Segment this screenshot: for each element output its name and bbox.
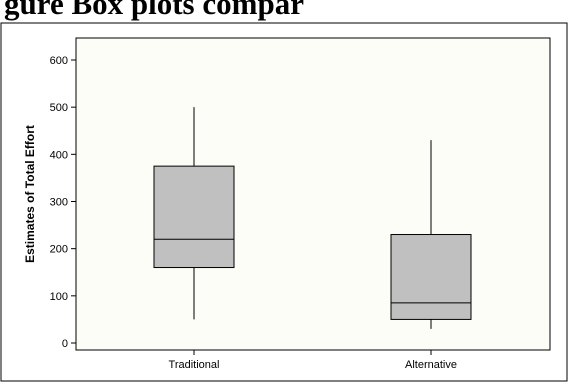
iqr-box xyxy=(153,165,235,269)
x-tick-label: Alternative xyxy=(405,359,457,371)
plot-area xyxy=(75,37,551,351)
x-tick-label: Traditional xyxy=(169,359,220,371)
outer-frame xyxy=(0,22,568,382)
y-tick-label: 500 xyxy=(50,102,68,114)
boxplot-chart: 0 100 200 300 400 500 600 Traditional Alternati… xyxy=(0,22,570,383)
y-axis-label: Estimates of Total Effort xyxy=(23,125,37,263)
x-axis: Traditional Alternative xyxy=(169,350,457,371)
y-tick-label: 400 xyxy=(50,149,68,161)
boxes-group xyxy=(153,107,472,329)
y-tick-label: 100 xyxy=(50,291,68,303)
y-tick-label: 300 xyxy=(50,197,68,209)
y-tick-label: 0 xyxy=(62,338,68,350)
chart-svg: 0 100 200 300 400 500 600 Traditional Alternati… xyxy=(0,22,568,382)
page-title: gure Box plots compar xyxy=(0,0,570,22)
box-alternative xyxy=(390,140,472,329)
y-tick-label: 600 xyxy=(50,55,68,67)
y-tick-label: 200 xyxy=(50,244,68,256)
page-title-text: gure Box plots compar xyxy=(4,0,304,21)
y-axis: 0 100 200 300 400 500 600 xyxy=(50,55,76,350)
iqr-box xyxy=(390,234,472,320)
box-traditional xyxy=(153,107,235,320)
